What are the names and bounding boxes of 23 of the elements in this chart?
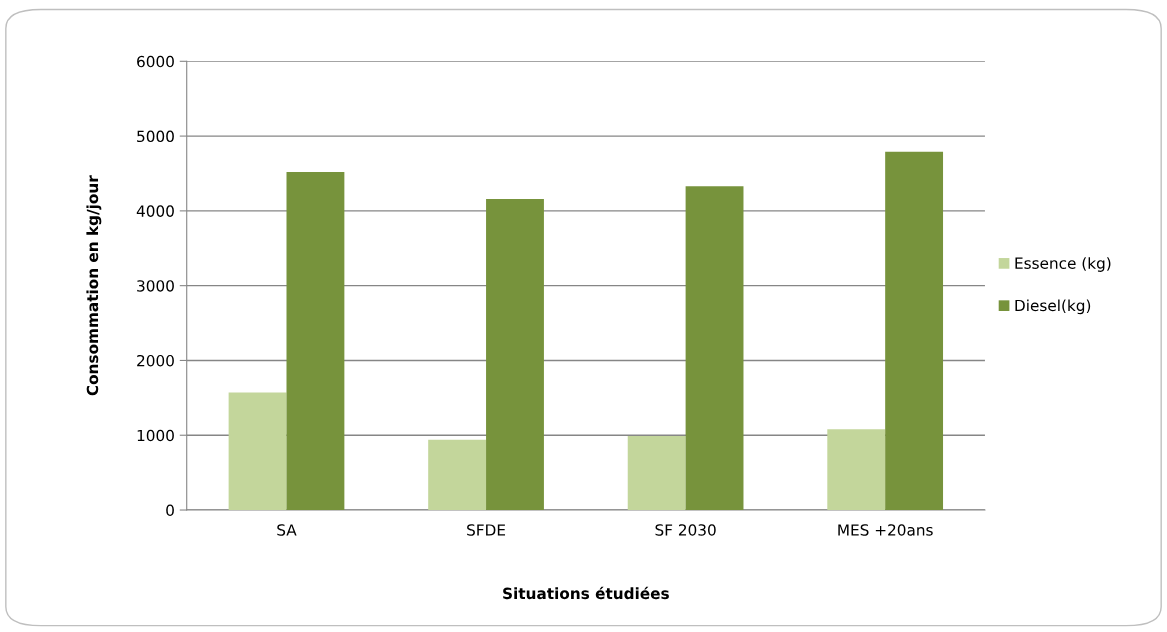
x-tick-label: MES +20ans (838, 524, 933, 536)
y-tick-label: 2000 (137, 354, 174, 367)
legend-label: Diesel(kg) (1015, 299, 1091, 315)
x-axis-title: Situations étudiées (503, 586, 669, 600)
y-tick-label: 6000 (137, 55, 174, 68)
legend-label: Essence (kg) (1015, 257, 1111, 272)
bar (486, 198, 544, 511)
bar (827, 429, 886, 511)
x-tick-label: SA (277, 524, 297, 536)
y-tick-label: 4000 (136, 205, 174, 217)
y-axis-title: Consommation en kg/jour (86, 175, 102, 396)
bar (627, 435, 686, 511)
y-tick-label: 5000 (137, 130, 174, 143)
bar (286, 171, 345, 511)
bar (428, 439, 487, 511)
bar (228, 392, 287, 511)
x-tick-label: SF 2030 (655, 524, 716, 536)
bar (885, 151, 944, 511)
x-tick-label: SFDE (467, 524, 506, 536)
y-tick-label: 0 (166, 504, 174, 517)
bar (685, 186, 744, 511)
y-tick-label: 3000 (137, 280, 174, 292)
y-tick-label: 1000 (137, 429, 174, 442)
